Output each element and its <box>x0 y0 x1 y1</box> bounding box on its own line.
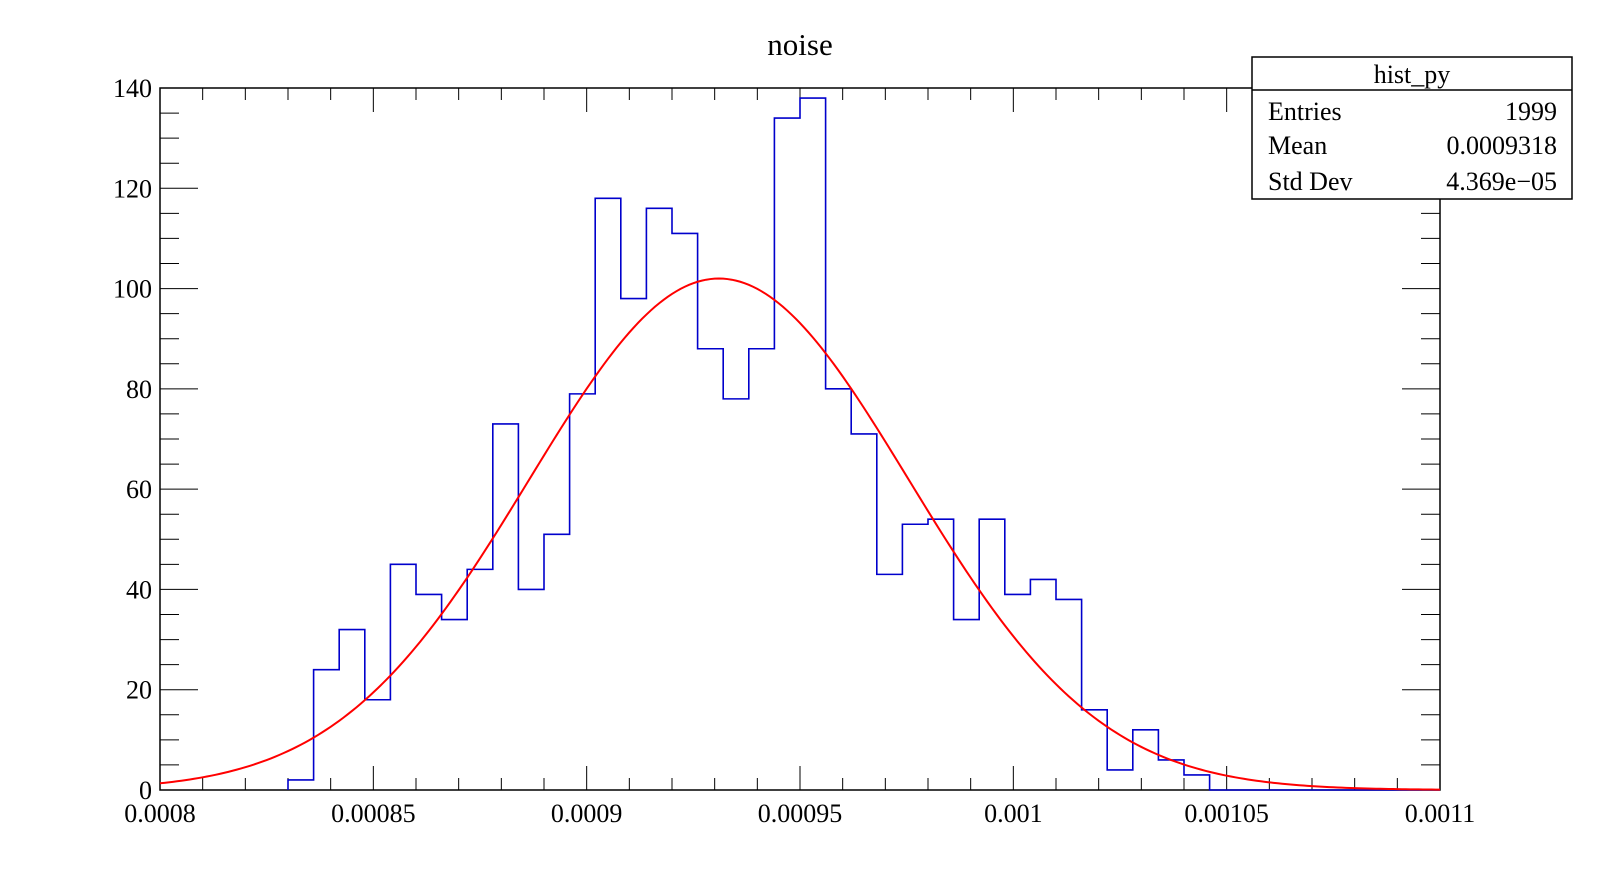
x-tick-label: 0.00085 <box>331 799 416 828</box>
stats-stddev-value: 4.369e−05 <box>1446 167 1557 196</box>
plot-frame <box>159 87 1441 791</box>
stats-box: hist_py Entries 1999 Mean 0.0009318 Std … <box>1251 56 1573 200</box>
y-tick-label: 60 <box>126 475 152 504</box>
stats-entries-value: 1999 <box>1505 97 1557 126</box>
y-tick-label: 80 <box>126 375 152 404</box>
stats-entries-label: Entries <box>1268 97 1342 126</box>
x-tick-label: 0.00095 <box>758 799 843 828</box>
x-tick-label: 0.00105 <box>1184 799 1269 828</box>
x-tick-label: 0.0011 <box>1405 799 1476 828</box>
y-tick-label: 100 <box>113 275 152 304</box>
y-tick-label: 20 <box>126 676 152 705</box>
stats-mean-label: Mean <box>1268 131 1327 160</box>
y-tick-label: 0 <box>139 776 152 805</box>
chart-title: noise <box>767 27 832 62</box>
x-tick-label: 0.0009 <box>551 799 623 828</box>
y-tick-label: 40 <box>126 575 152 604</box>
histogram-outline <box>287 97 1440 791</box>
y-tick-label: 120 <box>113 174 152 203</box>
stats-box-title: hist_py <box>1374 60 1451 89</box>
x-tick-label: 0.001 <box>984 799 1043 828</box>
x-tick-label: 0.0008 <box>124 799 196 828</box>
gaussian-fit-curve <box>159 277 1441 791</box>
stats-mean-value: 0.0009318 <box>1447 131 1558 160</box>
y-tick-label: 140 <box>113 74 152 103</box>
stats-stddev-label: Std Dev <box>1268 167 1353 196</box>
